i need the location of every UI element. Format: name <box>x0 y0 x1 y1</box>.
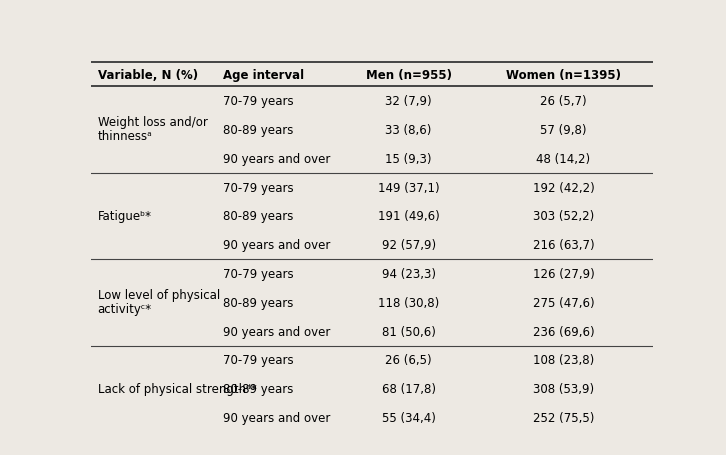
Text: 90 years and over: 90 years and over <box>223 325 330 338</box>
Text: 252 (75,5): 252 (75,5) <box>533 411 594 424</box>
Text: 90 years and over: 90 years and over <box>223 411 330 424</box>
Text: Weight loss and/or: Weight loss and/or <box>97 116 208 129</box>
Text: 303 (52,2): 303 (52,2) <box>533 210 594 223</box>
Text: Age interval: Age interval <box>223 69 304 82</box>
Text: 80-89 years: 80-89 years <box>223 210 293 223</box>
Text: 48 (14,2): 48 (14,2) <box>537 152 590 166</box>
Text: 149 (37,1): 149 (37,1) <box>378 181 439 194</box>
Text: 192 (42,2): 192 (42,2) <box>532 181 595 194</box>
Text: Men (n=955): Men (n=955) <box>366 69 452 82</box>
Text: 81 (50,6): 81 (50,6) <box>382 325 436 338</box>
Text: 275 (47,6): 275 (47,6) <box>533 296 594 309</box>
Text: thinnessᵃ: thinnessᵃ <box>97 130 152 143</box>
Text: 70-79 years: 70-79 years <box>223 268 293 280</box>
Text: 80-89 years: 80-89 years <box>223 124 293 137</box>
Text: 70-79 years: 70-79 years <box>223 354 293 367</box>
Text: 33 (8,6): 33 (8,6) <box>386 124 432 137</box>
Text: 26 (6,5): 26 (6,5) <box>386 354 432 367</box>
Text: 70-79 years: 70-79 years <box>223 181 293 194</box>
Text: 32 (7,9): 32 (7,9) <box>386 95 432 108</box>
Text: 108 (23,8): 108 (23,8) <box>533 354 594 367</box>
Text: Variable, N (%): Variable, N (%) <box>97 69 197 82</box>
Text: Fatigueᵇ*: Fatigueᵇ* <box>97 210 152 223</box>
Text: 216 (63,7): 216 (63,7) <box>533 239 594 252</box>
Text: 118 (30,8): 118 (30,8) <box>378 296 439 309</box>
Text: 26 (5,7): 26 (5,7) <box>540 95 587 108</box>
Text: 55 (34,4): 55 (34,4) <box>382 411 436 424</box>
Text: 80-89 years: 80-89 years <box>223 296 293 309</box>
Text: 15 (9,3): 15 (9,3) <box>386 152 432 166</box>
Text: 90 years and over: 90 years and over <box>223 239 330 252</box>
Text: 191 (49,6): 191 (49,6) <box>378 210 439 223</box>
Text: 94 (23,3): 94 (23,3) <box>382 268 436 280</box>
Text: 236 (69,6): 236 (69,6) <box>533 325 594 338</box>
Text: activityᶜ*: activityᶜ* <box>97 303 152 315</box>
Text: 126 (27,9): 126 (27,9) <box>532 268 595 280</box>
Text: 90 years and over: 90 years and over <box>223 152 330 166</box>
Text: 308 (53,9): 308 (53,9) <box>533 382 594 395</box>
Text: 80-89 years: 80-89 years <box>223 382 293 395</box>
Text: Women (n=1395): Women (n=1395) <box>506 69 621 82</box>
Text: Low level of physical: Low level of physical <box>97 288 220 301</box>
Text: 57 (9,8): 57 (9,8) <box>540 124 587 137</box>
Text: 92 (57,9): 92 (57,9) <box>382 239 436 252</box>
Text: 68 (17,8): 68 (17,8) <box>382 382 436 395</box>
Text: Lack of physical strengthᵈ*: Lack of physical strengthᵈ* <box>97 382 256 395</box>
Text: 70-79 years: 70-79 years <box>223 95 293 108</box>
